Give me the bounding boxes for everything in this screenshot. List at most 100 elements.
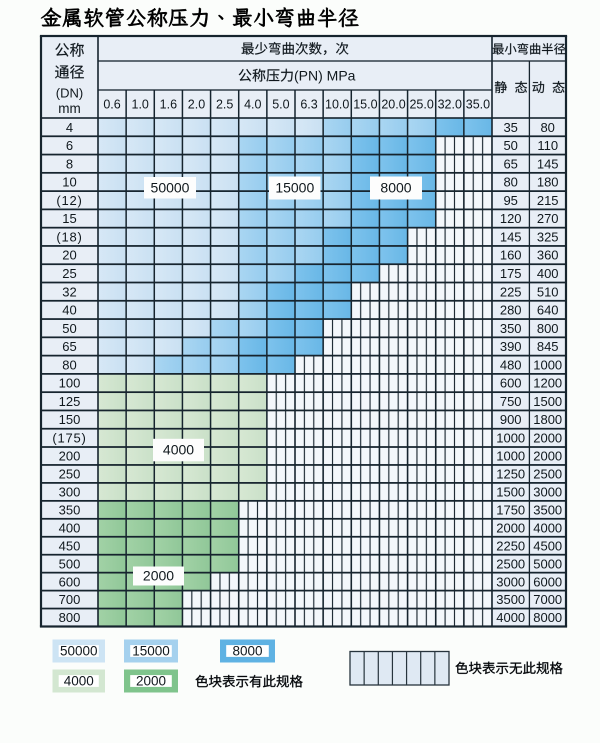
svg-text:700: 700	[59, 592, 81, 607]
svg-text:(PN) MPa: (PN) MPa	[294, 68, 356, 84]
svg-text:2000: 2000	[496, 520, 525, 535]
svg-text:300: 300	[59, 485, 81, 500]
svg-text:400: 400	[537, 266, 559, 281]
svg-text:480: 480	[500, 357, 522, 372]
svg-text:400: 400	[59, 520, 81, 535]
svg-text:80: 80	[62, 357, 76, 372]
svg-text:160: 160	[500, 248, 522, 263]
svg-text:80: 80	[540, 120, 554, 135]
svg-text:120: 120	[500, 211, 522, 226]
svg-text:80: 80	[503, 175, 517, 190]
svg-text:125: 125	[59, 394, 81, 409]
svg-text:35.0: 35.0	[466, 98, 490, 112]
svg-text:600: 600	[59, 574, 81, 589]
svg-text:4: 4	[66, 120, 73, 135]
svg-text:15: 15	[62, 211, 76, 226]
svg-text:750: 750	[500, 394, 522, 409]
svg-text:2000: 2000	[136, 674, 166, 689]
svg-text:3500: 3500	[496, 592, 525, 607]
svg-text:50: 50	[503, 138, 517, 153]
svg-text:2500: 2500	[533, 467, 562, 482]
svg-text:2000: 2000	[143, 568, 174, 584]
svg-text:3500: 3500	[533, 502, 562, 517]
svg-text:10.0: 10.0	[325, 98, 349, 112]
svg-text:175: 175	[500, 266, 522, 281]
svg-text:1500: 1500	[533, 394, 562, 409]
svg-text:65: 65	[62, 339, 76, 354]
svg-text:8000: 8000	[232, 644, 262, 659]
svg-text:360: 360	[537, 248, 559, 263]
svg-text:1000: 1000	[496, 449, 525, 464]
svg-text:4.0: 4.0	[244, 98, 261, 112]
svg-text:150: 150	[59, 412, 81, 427]
svg-text:1.0: 1.0	[132, 98, 149, 112]
svg-text:800: 800	[59, 610, 81, 625]
svg-text:20: 20	[62, 248, 76, 263]
svg-text:2.0: 2.0	[188, 98, 205, 112]
svg-text:2500: 2500	[496, 556, 525, 571]
svg-text:8: 8	[66, 156, 73, 171]
svg-text:390: 390	[500, 339, 522, 354]
svg-text:845: 845	[537, 339, 559, 354]
svg-text:25.0: 25.0	[409, 98, 433, 112]
svg-text:600: 600	[500, 376, 522, 391]
svg-text:3000: 3000	[496, 574, 525, 589]
svg-text:500: 500	[59, 556, 81, 571]
svg-text:(12): (12)	[56, 193, 82, 208]
svg-text:110: 110	[537, 138, 558, 153]
svg-text:50: 50	[62, 321, 76, 336]
svg-text:1500: 1500	[496, 485, 525, 500]
svg-text:1200: 1200	[533, 376, 562, 391]
svg-text:32.0: 32.0	[438, 98, 462, 112]
svg-text:7000: 7000	[533, 592, 562, 607]
svg-text:5.0: 5.0	[272, 98, 289, 112]
svg-text:1800: 1800	[533, 412, 562, 427]
svg-text:325: 325	[537, 229, 559, 244]
svg-text:(18): (18)	[56, 229, 82, 244]
svg-text:50000: 50000	[60, 644, 98, 659]
svg-text:15.0: 15.0	[353, 98, 377, 112]
svg-text:145: 145	[500, 229, 522, 244]
svg-text:mm: mm	[58, 101, 81, 116]
svg-text:4000: 4000	[496, 610, 525, 625]
svg-text:250: 250	[59, 467, 81, 482]
svg-text:180: 180	[537, 175, 559, 190]
svg-text:2.5: 2.5	[216, 98, 233, 112]
svg-text:1.6: 1.6	[160, 98, 177, 112]
svg-text:1000: 1000	[533, 357, 562, 372]
svg-text:2250: 2250	[496, 538, 525, 553]
svg-text:200: 200	[59, 449, 81, 464]
svg-text:8000: 8000	[533, 610, 562, 625]
svg-text:145: 145	[537, 156, 559, 171]
svg-text:2000: 2000	[533, 431, 562, 446]
svg-text:95: 95	[503, 193, 517, 208]
svg-text:2000: 2000	[533, 449, 562, 464]
svg-text:1000: 1000	[496, 431, 525, 446]
svg-text:510: 510	[537, 284, 559, 299]
svg-text:225: 225	[500, 284, 522, 299]
svg-text:20.0: 20.0	[381, 98, 405, 112]
svg-text:270: 270	[537, 211, 559, 226]
svg-text:640: 640	[537, 303, 559, 318]
svg-text:25: 25	[62, 266, 76, 281]
svg-text:4500: 4500	[533, 538, 562, 553]
svg-text:32: 32	[62, 284, 76, 299]
svg-text:10: 10	[62, 175, 76, 190]
svg-text:800: 800	[537, 321, 559, 336]
svg-text:450: 450	[59, 538, 81, 553]
svg-text:65: 65	[503, 156, 517, 171]
svg-text:40: 40	[62, 303, 76, 318]
svg-text:1250: 1250	[496, 467, 525, 482]
svg-text:8000: 8000	[380, 180, 411, 196]
svg-text:350: 350	[500, 321, 522, 336]
svg-text:1750: 1750	[496, 502, 525, 517]
svg-text:35: 35	[503, 120, 517, 135]
svg-text:3000: 3000	[533, 485, 562, 500]
svg-text:(DN): (DN)	[56, 86, 83, 101]
svg-text:900: 900	[500, 412, 522, 427]
svg-text:15000: 15000	[275, 180, 314, 196]
svg-text:4000: 4000	[163, 442, 194, 458]
svg-text:4000: 4000	[533, 520, 562, 535]
svg-text:0.6: 0.6	[103, 98, 120, 112]
svg-text:6.3: 6.3	[300, 98, 317, 112]
